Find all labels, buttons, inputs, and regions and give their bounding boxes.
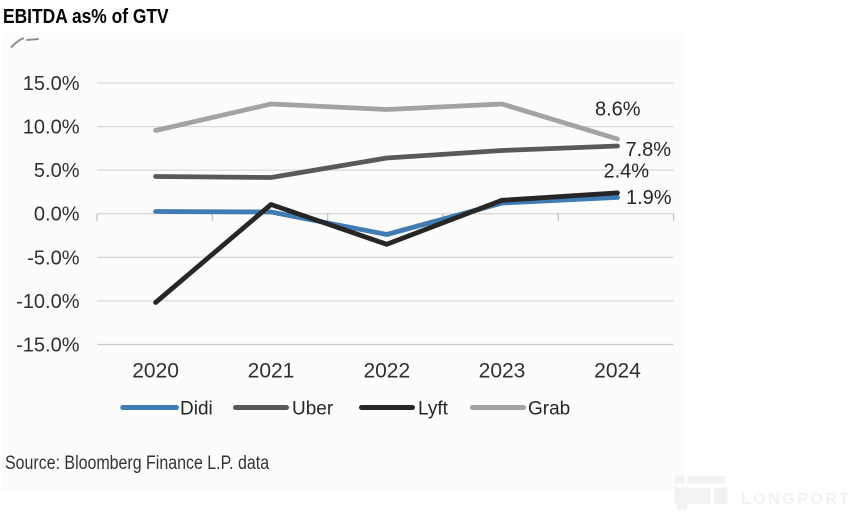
svg-text:-10.0%: -10.0% xyxy=(16,291,80,313)
svg-text:Lyft: Lyft xyxy=(418,399,449,420)
svg-text:10.0%: 10.0% xyxy=(23,117,80,139)
svg-text:2.4%: 2.4% xyxy=(604,161,650,183)
svg-text:Uber: Uber xyxy=(292,399,334,420)
svg-text:-5.0%: -5.0% xyxy=(27,247,79,269)
svg-text:2022: 2022 xyxy=(363,360,410,383)
svg-text:15.0%: 15.0% xyxy=(23,73,80,95)
svg-text:5.0%: 5.0% xyxy=(34,160,80,182)
svg-text:Grab: Grab xyxy=(528,399,570,420)
svg-text:2024: 2024 xyxy=(594,360,641,383)
svg-text:0.0%: 0.0% xyxy=(34,204,80,226)
svg-text:7.8%: 7.8% xyxy=(626,139,672,161)
svg-text:Didi: Didi xyxy=(180,399,213,420)
svg-text:2020: 2020 xyxy=(132,360,179,383)
svg-text:2021: 2021 xyxy=(248,360,295,383)
svg-text:-15.0%: -15.0% xyxy=(16,335,80,357)
svg-text:8.6%: 8.6% xyxy=(595,99,641,121)
svg-text:2023: 2023 xyxy=(479,360,526,383)
svg-text:1.9%: 1.9% xyxy=(626,187,672,209)
